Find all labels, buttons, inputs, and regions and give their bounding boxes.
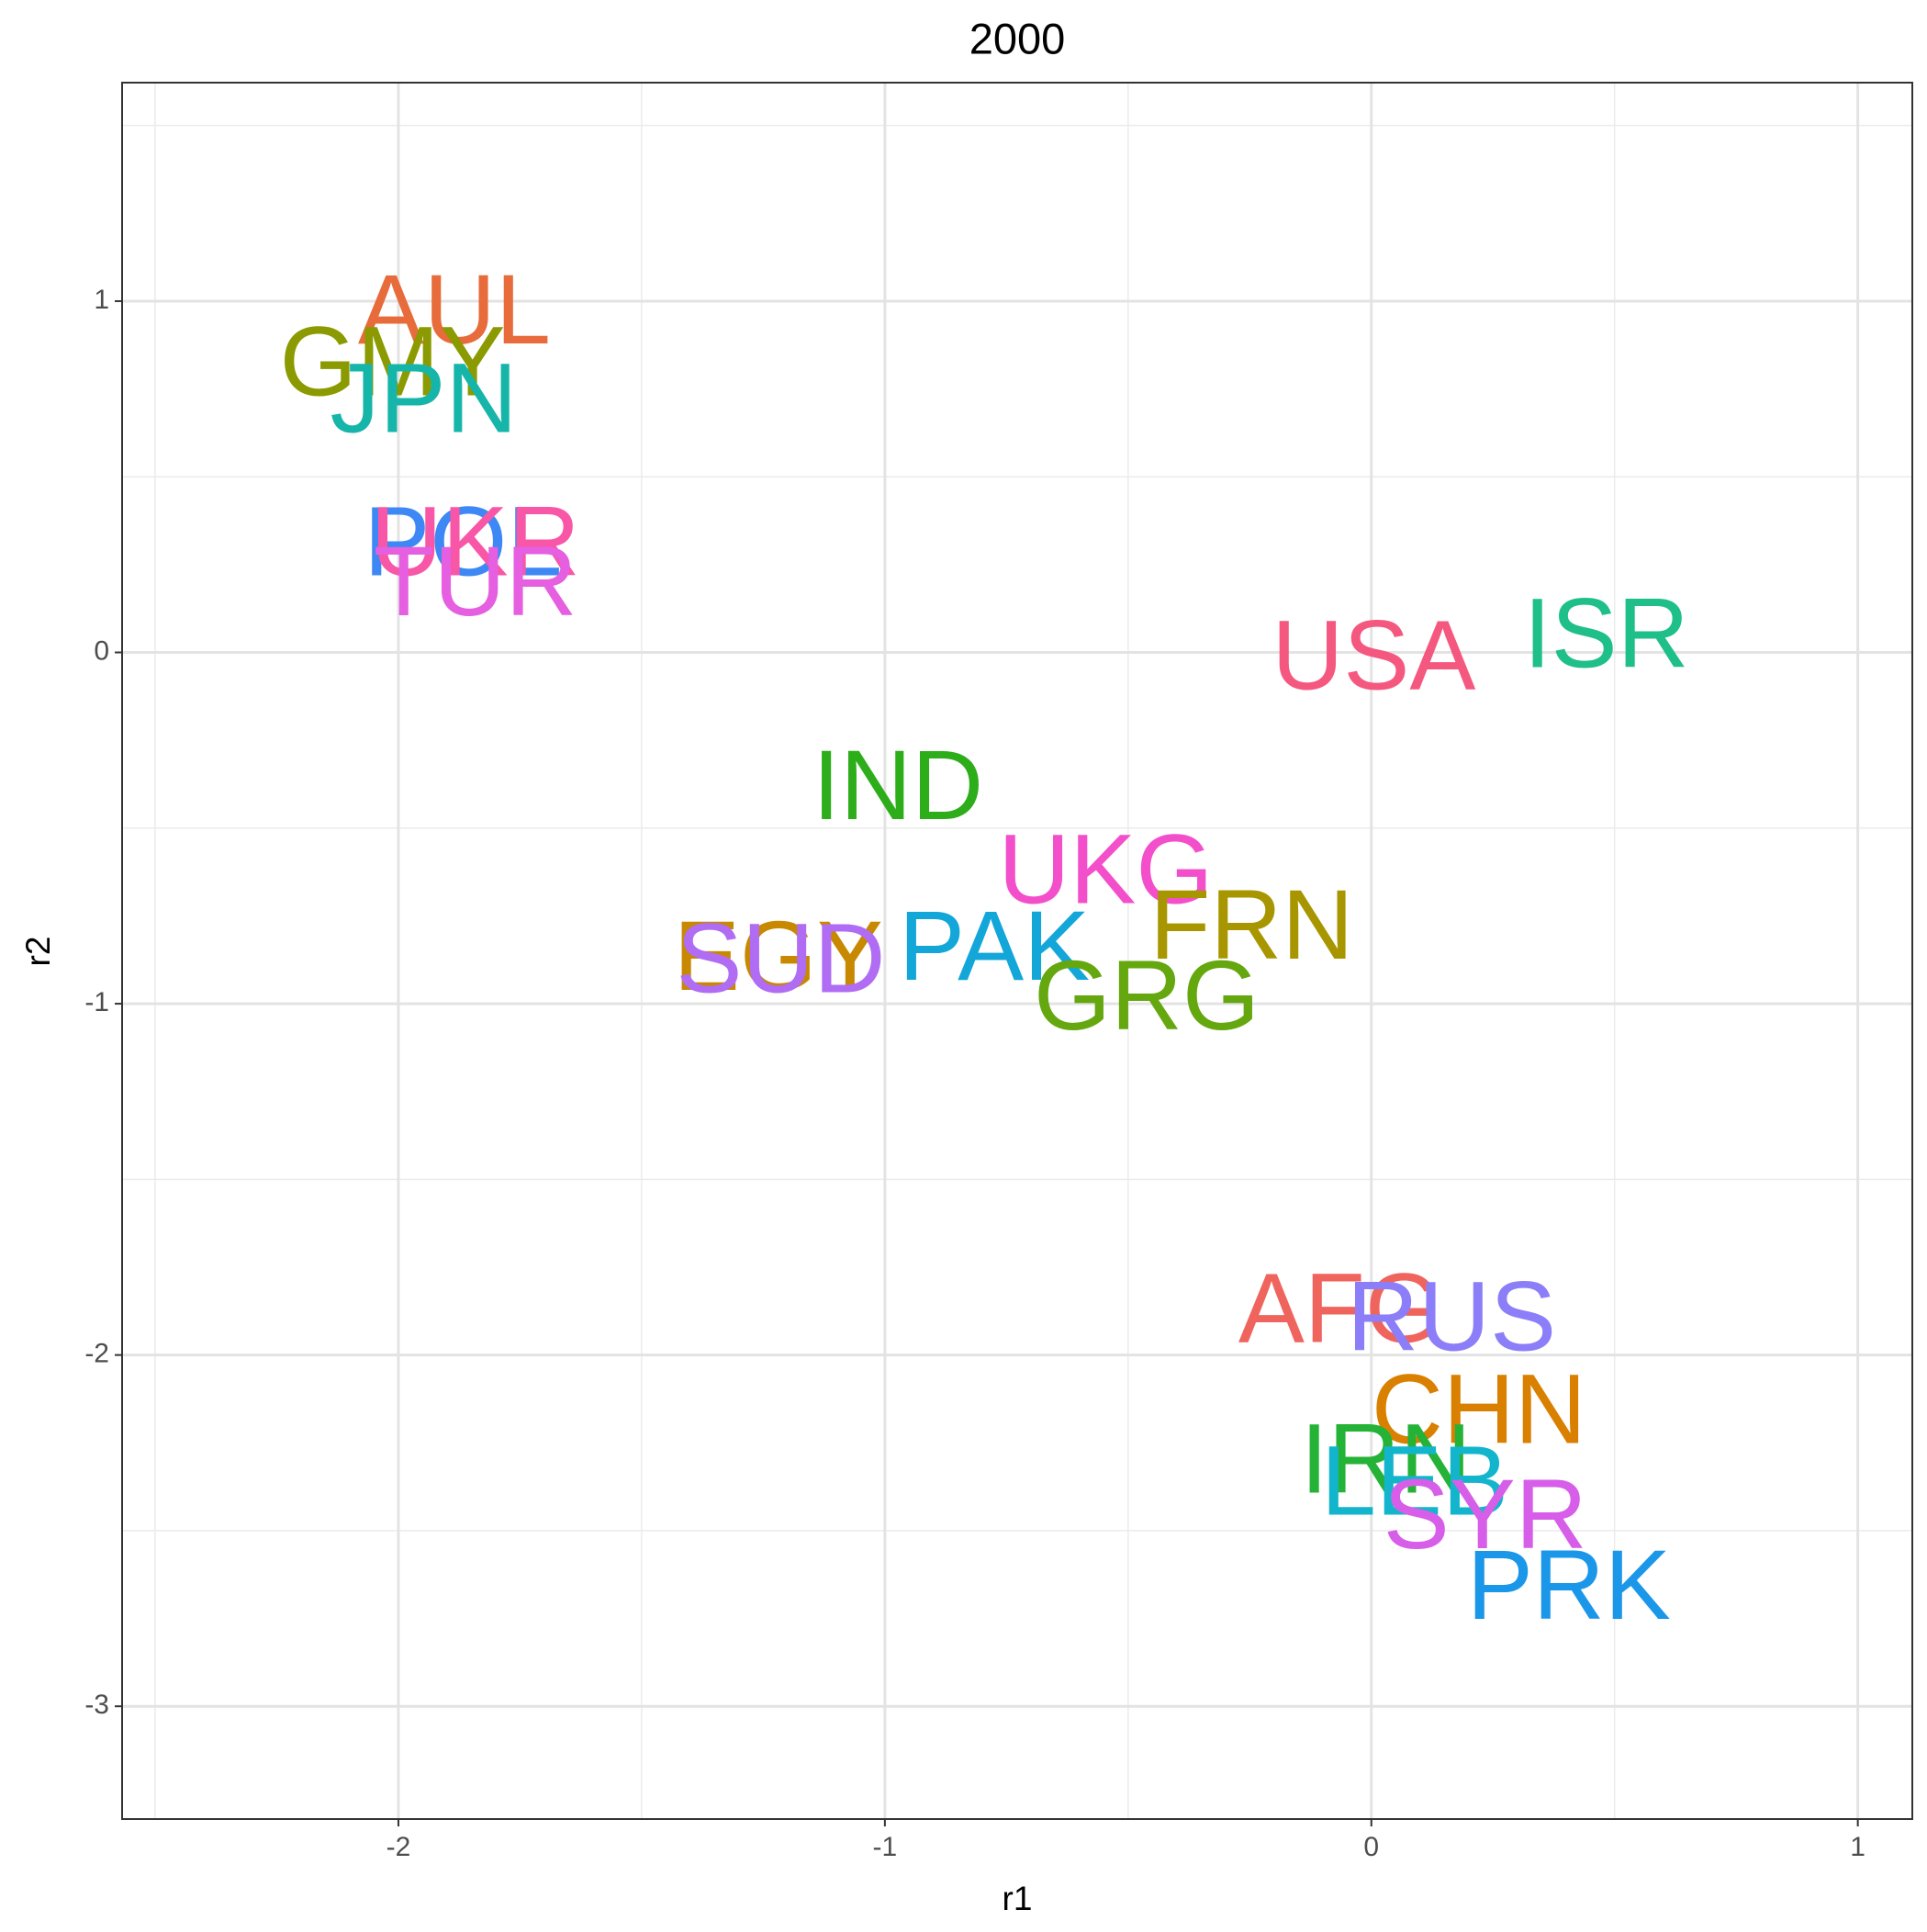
- point-label: TUR: [374, 525, 577, 636]
- point-label: UKG: [998, 814, 1213, 925]
- point-label: PAK: [899, 890, 1090, 1001]
- y-tick-label: 1: [94, 285, 109, 315]
- y-tick-label: -3: [84, 1690, 109, 1720]
- point-label: PRK: [1467, 1529, 1671, 1640]
- point-label: USA: [1272, 600, 1475, 711]
- x-tick-label: 1: [1850, 1832, 1865, 1862]
- point-label: LEB: [1321, 1425, 1508, 1536]
- point-label: JPN: [331, 343, 518, 454]
- point-label: GMY: [280, 305, 506, 416]
- y-tick-label: 0: [94, 635, 109, 666]
- point-label: AUL: [358, 253, 551, 365]
- x-tick-label: -1: [873, 1832, 898, 1862]
- chart-title: 2000: [969, 14, 1066, 62]
- point-label: CHN: [1372, 1354, 1586, 1465]
- panel-border: [121, 82, 1913, 1820]
- y-axis-title: r2: [19, 937, 57, 967]
- point-label: SYR: [1384, 1458, 1587, 1569]
- point-label: UKR: [371, 486, 580, 597]
- x-tick-label: -2: [387, 1832, 411, 1862]
- point-label: AFG: [1238, 1252, 1442, 1363]
- point-label: EGY: [674, 900, 883, 1011]
- x-tick-label: 0: [1363, 1832, 1379, 1862]
- point-label: SUD: [676, 902, 885, 1013]
- point-label: GRG: [1034, 939, 1260, 1050]
- y-tick-label: -2: [84, 1339, 109, 1369]
- point-label: FRN: [1149, 869, 1353, 980]
- point-label: ISR: [1524, 578, 1689, 689]
- point-label: IND: [812, 729, 983, 840]
- point-label: IRN: [1301, 1403, 1472, 1514]
- x-axis-title: r1: [1003, 1880, 1033, 1917]
- y-tick-label: -1: [84, 987, 109, 1017]
- point-label: RUS: [1347, 1261, 1556, 1372]
- point-label: POL: [364, 486, 562, 597]
